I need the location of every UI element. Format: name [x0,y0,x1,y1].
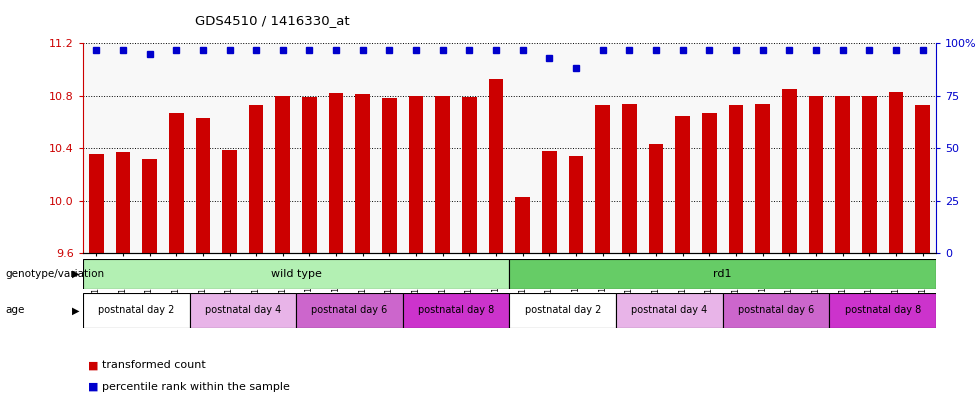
Bar [169,113,183,253]
Bar [509,293,616,328]
Bar [596,105,610,253]
Text: ▶: ▶ [72,269,80,279]
Text: postnatal day 2: postnatal day 2 [525,305,601,316]
Bar [356,94,370,253]
Bar [276,96,291,253]
Text: postnatal day 4: postnatal day 4 [205,305,281,316]
Text: postnatal day 8: postnatal day 8 [418,305,494,316]
Bar [89,154,103,253]
Bar [509,259,936,289]
Text: postnatal day 4: postnatal day 4 [631,305,708,316]
Text: GDS4510 / 1416330_at: GDS4510 / 1416330_at [195,14,350,27]
Bar [142,159,157,253]
Bar [329,93,343,253]
Bar [302,97,317,253]
Bar [403,293,509,328]
Bar [462,97,477,253]
Bar [382,98,397,253]
Bar [488,79,503,253]
Bar [409,96,423,253]
Bar [722,293,830,328]
Text: postnatal day 8: postnatal day 8 [844,305,920,316]
Text: percentile rank within the sample: percentile rank within the sample [102,382,291,392]
Bar [83,293,189,328]
Bar [616,293,722,328]
Bar [115,152,131,253]
Bar [728,105,743,253]
Bar [676,116,690,253]
Text: ▶: ▶ [72,305,80,316]
Bar [189,293,296,328]
Bar [249,105,263,253]
Bar [830,293,936,328]
Text: age: age [5,305,24,316]
Bar [756,104,770,253]
Text: rd1: rd1 [714,269,732,279]
Bar [196,118,211,253]
Text: ■: ■ [88,382,98,392]
Text: transformed count: transformed count [102,360,206,371]
Bar [836,96,850,253]
Bar [568,156,583,253]
Bar [862,96,877,253]
Text: postnatal day 6: postnatal day 6 [311,305,388,316]
Bar [436,96,450,253]
Text: postnatal day 2: postnatal day 2 [98,305,175,316]
Text: wild type: wild type [271,269,322,279]
Text: ■: ■ [88,360,98,371]
Bar [222,150,237,253]
Bar [542,151,557,253]
Bar [622,104,637,253]
Text: genotype/variation: genotype/variation [5,269,104,279]
Bar [648,144,663,253]
Bar [296,293,403,328]
Text: postnatal day 6: postnatal day 6 [738,305,814,316]
Bar [702,113,717,253]
Bar [808,96,823,253]
Bar [888,92,904,253]
Bar [516,197,530,253]
Bar [83,259,509,289]
Bar [782,89,797,253]
Bar [916,105,930,253]
